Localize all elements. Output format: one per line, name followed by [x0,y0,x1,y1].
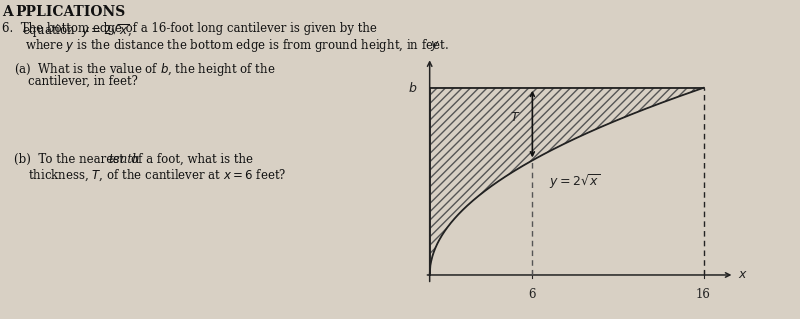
Text: 16: 16 [696,288,711,301]
Text: cantilever, in feet?: cantilever, in feet? [28,75,138,88]
Text: 6: 6 [529,288,536,301]
Text: $T$: $T$ [510,111,520,123]
Text: $x$: $x$ [738,269,747,281]
Text: (a)  What is the value of $b$, the height of the: (a) What is the value of $b$, the height… [14,61,276,78]
Text: A: A [2,5,13,19]
Text: of a foot, what is the: of a foot, what is the [131,153,253,166]
Text: thickness, $T$, of the cantilever at $x = 6$ feet?: thickness, $T$, of the cantilever at $x … [28,167,286,183]
Text: $y$: $y$ [430,39,440,53]
Text: (b)  To the nearest: (b) To the nearest [14,153,124,166]
Text: $y = 2\sqrt{x}$: $y = 2\sqrt{x}$ [550,172,601,191]
Text: where $y$ is the distance the bottom edge is from ground height, in feet.: where $y$ is the distance the bottom edg… [25,37,449,54]
Text: PPLICATIONS: PPLICATIONS [15,5,126,19]
Text: equation  $y = 2\sqrt{x}$,: equation $y = 2\sqrt{x}$, [22,22,133,40]
Text: tenth: tenth [109,153,141,166]
Text: $b$: $b$ [408,81,418,95]
Text: 6.  The bottom edge of a 16-foot long cantilever is given by the: 6. The bottom edge of a 16-foot long can… [2,22,377,35]
